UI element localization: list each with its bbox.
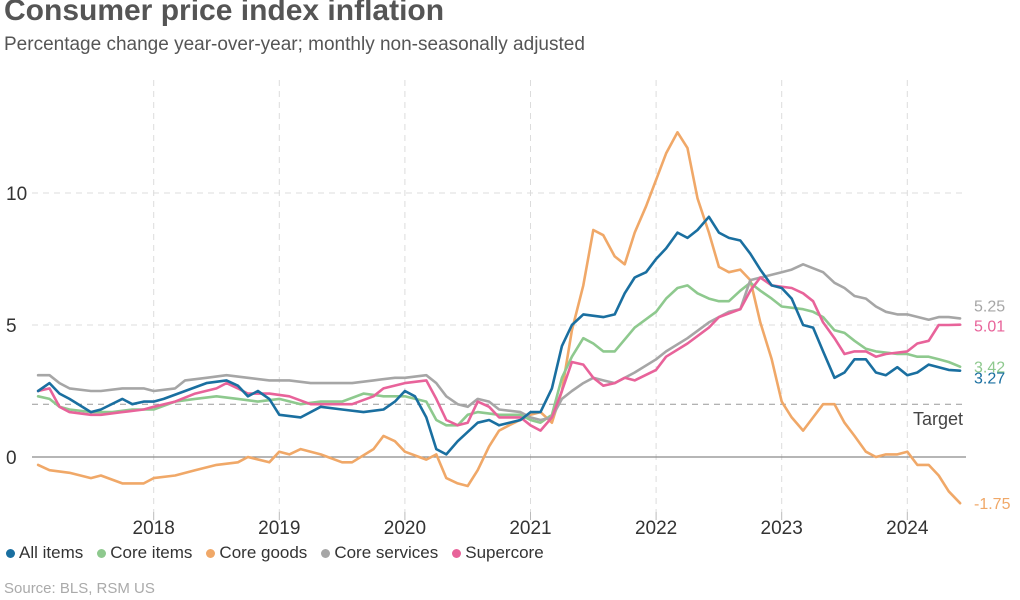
- legend-label: Core items: [110, 543, 193, 562]
- y-tick-label: 10: [6, 184, 27, 205]
- legend-dot-icon: [97, 548, 107, 558]
- x-tick-label: 2018: [133, 518, 175, 539]
- end-label-core-services: 5.25: [974, 298, 1005, 315]
- series-line-core-services: [36, 263, 962, 422]
- chart-subtitle: Percentage change year-over-year; monthl…: [4, 34, 585, 55]
- legend-label: All items: [19, 543, 84, 562]
- chart-title: Consumer price index inflation: [4, 0, 445, 27]
- y-tick-label: 0: [6, 448, 17, 469]
- end-label-all-items: 3.27: [974, 371, 1005, 388]
- legend-item-core-items: Core items: [97, 543, 192, 563]
- x-tick-label: 2019: [258, 518, 300, 539]
- legend-label: Core services: [334, 543, 439, 562]
- target-label: Target: [913, 409, 963, 429]
- x-tick-label: 2024: [886, 518, 929, 539]
- series-line-core-goods: [36, 131, 962, 505]
- legend-dot-icon: [6, 548, 15, 558]
- x-tick-label: 2023: [761, 518, 803, 539]
- end-label-core-goods: -1.75: [974, 496, 1011, 513]
- series-line-all-items: [36, 215, 962, 456]
- x-tick-label: 2021: [509, 518, 551, 539]
- legend-dot-icon: [321, 548, 331, 558]
- legend-item-all-items: All items: [6, 543, 83, 563]
- x-tick-label: 2022: [635, 518, 677, 539]
- x-tick-label: 2020: [384, 518, 426, 539]
- legend-label: Supercore: [465, 543, 544, 562]
- legend-dot-icon: [452, 548, 462, 558]
- legend-label: Core goods: [219, 543, 308, 562]
- legend-item-core-goods: Core goods: [206, 543, 307, 563]
- series-line-supercore: [36, 276, 962, 432]
- chart-legend: All items Core items Core goods Core ser…: [6, 543, 544, 563]
- series-line-core-items: [36, 281, 962, 427]
- end-label-supercore: 5.01: [974, 319, 1005, 336]
- chart-source: Source: BLS, RSM US: [4, 580, 155, 597]
- y-tick-label: 5: [6, 316, 17, 337]
- legend-item-core-services: Core services: [321, 543, 438, 563]
- end-label-core-items: 3.42: [974, 360, 1005, 377]
- legend-dot-icon: [206, 548, 216, 558]
- legend-item-supercore: Supercore: [452, 543, 544, 563]
